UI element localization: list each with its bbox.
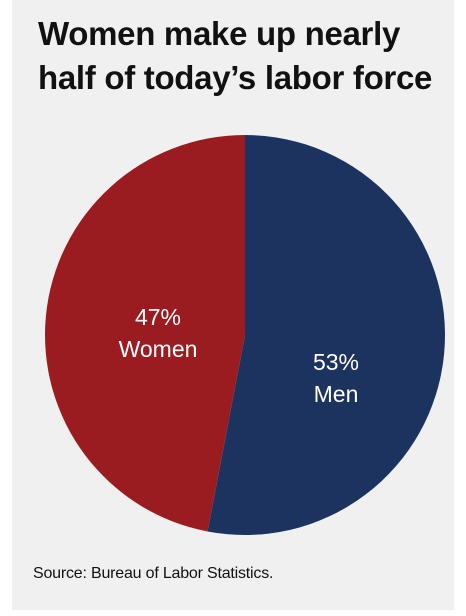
pie-labels: 53% Men 47% Women bbox=[119, 304, 359, 407]
chart-title-line-1: Women make up nearly bbox=[38, 15, 401, 52]
pie-slice-men bbox=[207, 135, 446, 535]
chart-title-line-2: half of today’s labor force bbox=[38, 59, 433, 96]
slice-name-label-women: Women bbox=[119, 336, 198, 362]
pie-slice-women bbox=[45, 135, 246, 532]
slice-value-label-women: 47% bbox=[135, 304, 181, 330]
chart-source: Source: Bureau of Labor Statistics. bbox=[33, 565, 274, 582]
slice-value-label-men: 53% bbox=[313, 349, 359, 375]
pie-slices bbox=[45, 135, 446, 535]
chart-title: Women make up nearly half of today’s lab… bbox=[38, 12, 458, 100]
slice-name-label-men: Men bbox=[314, 381, 359, 407]
